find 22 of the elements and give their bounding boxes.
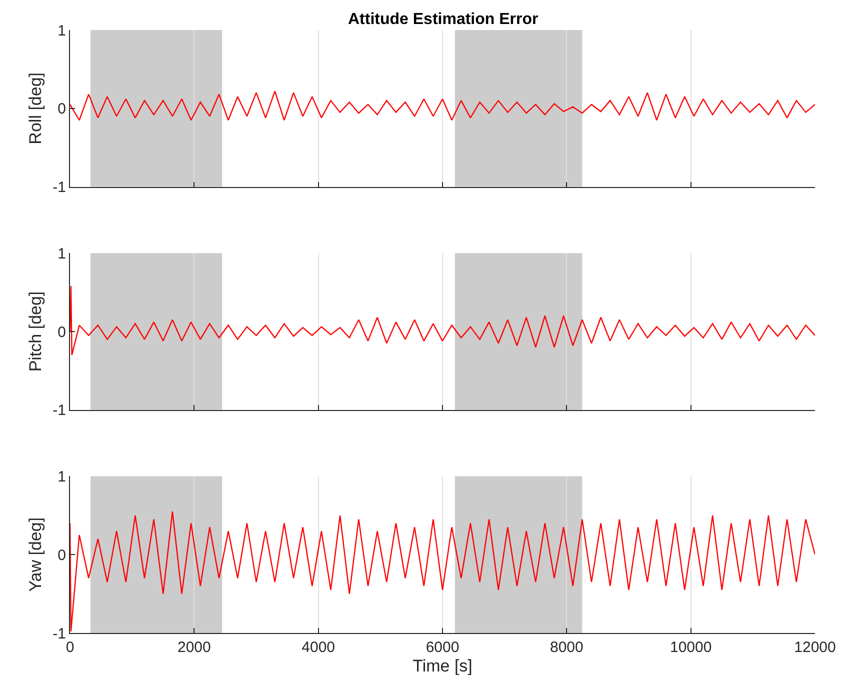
y-axis-title: Pitch [deg]: [26, 291, 46, 372]
y-axis-title: Yaw [deg]: [26, 517, 46, 592]
y-tick-label: 0: [58, 100, 66, 118]
y-axis-title: Roll [deg]: [26, 72, 46, 144]
y-tick-label: -1: [52, 179, 66, 196]
line-series: [70, 285, 815, 356]
x-tick-label: 10000: [670, 639, 712, 656]
x-axis-title: Time [s]: [412, 656, 472, 676]
x-tick-label: 12000: [794, 639, 836, 656]
line-series: [70, 90, 815, 121]
x-tick-label: 8000: [550, 639, 584, 656]
x-tick-label: 2000: [177, 639, 211, 656]
x-tick-label: 6000: [426, 639, 460, 656]
y-tick-label: 0: [58, 546, 66, 564]
y-tick-label: 1: [58, 22, 66, 40]
y-tick-label: -1: [52, 625, 66, 642]
y-tick-label: 1: [58, 245, 66, 262]
chart-title: Attitude Estimation Error: [348, 11, 538, 28]
y-tick-label: 1: [58, 468, 66, 486]
y-tick-label: -1: [52, 402, 66, 420]
x-tick-label: 4000: [302, 639, 336, 656]
y-tick-label: 0: [58, 324, 66, 341]
